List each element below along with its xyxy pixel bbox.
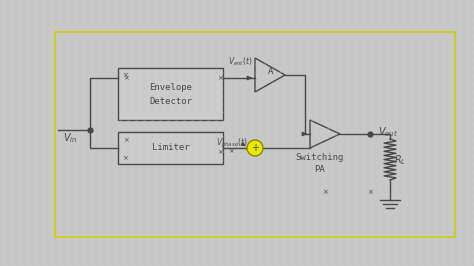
Text: ×: ×	[122, 155, 128, 161]
Text: ×: ×	[322, 189, 328, 195]
Text: A: A	[268, 66, 273, 76]
Text: $V_{in}$: $V_{in}$	[63, 131, 77, 145]
Text: $V_{out}$: $V_{out}$	[378, 125, 398, 139]
Text: Detector: Detector	[149, 97, 192, 106]
Text: ×: ×	[217, 75, 223, 81]
Text: +: +	[251, 143, 259, 153]
Text: PA: PA	[315, 165, 325, 174]
Text: ×: ×	[228, 148, 234, 154]
Text: Switching: Switching	[296, 153, 344, 163]
Text: ×: ×	[123, 75, 129, 81]
Bar	[118, 68, 223, 120]
Text: ×: ×	[367, 189, 373, 195]
Bar	[118, 132, 223, 164]
Bar	[55, 32, 455, 237]
Text: Limiter: Limiter	[152, 143, 189, 152]
Text: ×: ×	[217, 149, 223, 155]
Text: $V_{ent}(t)$: $V_{ent}(t)$	[228, 56, 252, 68]
Text: $R_L$: $R_L$	[394, 153, 406, 167]
Text: ×: ×	[122, 72, 128, 78]
Text: ×: ×	[123, 137, 129, 143]
Text: $V_{phase}(t)$: $V_{phase}(t)$	[216, 136, 248, 149]
Circle shape	[247, 140, 263, 156]
Text: Envelope: Envelope	[149, 83, 192, 92]
